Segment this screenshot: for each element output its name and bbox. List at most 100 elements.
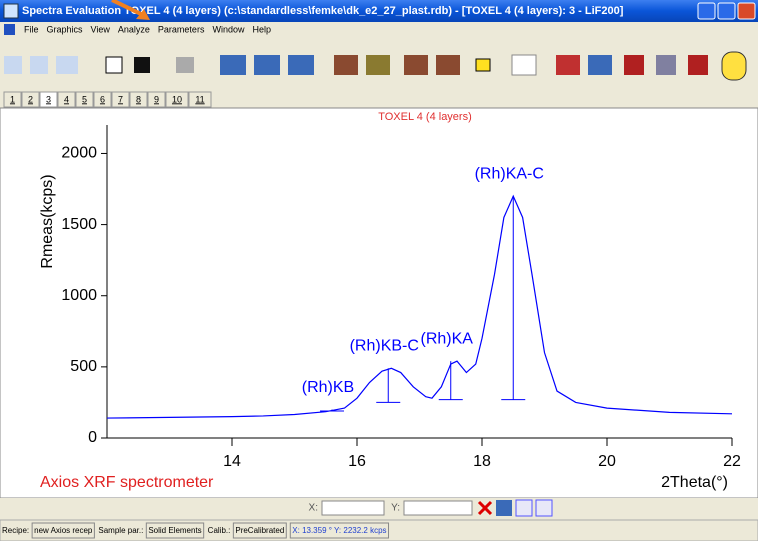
menu-item[interactable]: Window — [212, 24, 245, 34]
tab-label[interactable]: 10 — [172, 94, 182, 104]
menu-bar: File Graphics View Analyze Parameters Window H… — [0, 22, 758, 37]
help-icon[interactable] — [721, 51, 747, 81]
tool-icon[interactable] — [556, 55, 580, 75]
peak-label: (Rh)KB-C — [350, 338, 419, 355]
y-tick-label: 1000 — [61, 287, 97, 304]
tool-icon[interactable] — [288, 55, 314, 75]
tool-icon[interactable] — [656, 55, 676, 75]
x-coord-field[interactable] — [321, 500, 385, 516]
tab[interactable] — [3, 91, 22, 108]
doc-icon — [4, 24, 15, 35]
status-field-box — [289, 522, 390, 539]
status-field-box — [232, 522, 287, 539]
tab[interactable] — [165, 91, 189, 108]
tab[interactable] — [39, 91, 58, 108]
status-label: Recipe: — [2, 526, 29, 535]
status-bar-bg — [0, 519, 758, 541]
tab[interactable] — [188, 91, 212, 108]
tool-icon[interactable] — [475, 58, 491, 72]
tool-icon[interactable] — [436, 55, 460, 75]
status-field: new Axios recep — [34, 526, 93, 535]
status-label: Sample par.: — [98, 526, 143, 535]
minimize-button[interactable] — [697, 2, 716, 20]
menu-item[interactable]: Parameters — [158, 24, 205, 34]
tab-label[interactable]: 3 — [46, 94, 51, 104]
window-title: Spectra Evaluation TOXEL 4 (4 layers) (c… — [22, 5, 624, 17]
tool-icon[interactable] — [254, 55, 280, 75]
table-button[interactable] — [496, 500, 512, 516]
tool-icon[interactable] — [688, 55, 708, 75]
tab[interactable] — [75, 91, 94, 108]
status-bar: Recipe: new Axios recep Sample par.: Solid … — [0, 519, 758, 541]
menu-item[interactable]: Graphics — [47, 24, 84, 34]
x-axis-label: 2Theta(°) — [661, 474, 728, 491]
tool-icon[interactable] — [4, 56, 22, 74]
tab-label[interactable]: 9 — [154, 94, 159, 104]
status-field-box — [31, 522, 95, 539]
tab[interactable] — [21, 91, 40, 108]
tool-icon[interactable] — [56, 56, 78, 74]
peak-label: (Rh)KB — [302, 379, 354, 396]
status-label: Calib.: — [208, 526, 231, 535]
x-tick-label: 16 — [348, 453, 366, 470]
tool-icon[interactable] — [134, 57, 150, 73]
tab-label[interactable]: 5 — [82, 94, 87, 104]
y-tick-label: 2000 — [61, 145, 97, 162]
close-button[interactable] — [737, 2, 756, 20]
chart: TOXEL 4 (4 layers) 0 500 1000 1500 2000 14 16 18… — [39, 111, 741, 491]
tab[interactable] — [93, 91, 112, 108]
chart-title: TOXEL 4 (4 layers) — [378, 111, 472, 123]
tool-icon[interactable] — [404, 55, 428, 75]
tool-icon[interactable] — [366, 55, 390, 75]
maximize-button[interactable] — [717, 2, 736, 20]
peak-label: (Rh)KA-C — [475, 165, 544, 182]
pointer-arrow-head — [136, 9, 150, 20]
tab[interactable] — [111, 91, 130, 108]
x-tick-label: 22 — [723, 453, 741, 470]
tab[interactable] — [57, 91, 76, 108]
tool-icon[interactable] — [105, 56, 123, 74]
status-field: Solid Elements — [148, 526, 201, 535]
y-tick-label: 0 — [88, 429, 97, 446]
tab[interactable] — [129, 91, 148, 108]
menu-item[interactable]: File — [24, 24, 39, 34]
y-coord-field[interactable] — [403, 500, 473, 516]
menu-bg — [0, 22, 758, 37]
y-tick-label: 500 — [70, 358, 97, 375]
tab[interactable] — [147, 91, 166, 108]
tab-label[interactable]: 2 — [28, 94, 33, 104]
clear-button[interactable] — [477, 500, 493, 516]
tab-row: 1 2 3 4 5 6 7 8 9 10 11 — [3, 91, 212, 108]
line-button[interactable] — [535, 499, 553, 517]
tab-label[interactable]: 1 — [10, 94, 15, 104]
tab-label[interactable]: 8 — [136, 94, 141, 104]
menu-item[interactable]: View — [91, 24, 111, 34]
y-axis-label: Rmeas(kcps) — [39, 174, 56, 268]
pointer-arrow — [111, 0, 146, 18]
annotation: Axios XRF spectrometer — [40, 474, 214, 491]
x-tick-label: 18 — [473, 453, 491, 470]
tab-label[interactable]: 11 — [195, 94, 204, 104]
tab-label[interactable]: 4 — [64, 94, 69, 104]
status-field-box — [145, 522, 205, 539]
status-field: X: 13.359 ° Y: 2232.2 kcps — [292, 526, 386, 535]
title-bar — [0, 0, 758, 22]
tab-label[interactable]: 7 — [118, 94, 123, 104]
tool-icon[interactable] — [624, 55, 644, 75]
app-icon — [3, 3, 19, 19]
tool-icon[interactable] — [220, 55, 246, 75]
menu-item[interactable]: Analyze — [118, 24, 150, 34]
tool-icon[interactable] — [176, 57, 194, 73]
tool-icon[interactable] — [30, 56, 48, 74]
tool-icon[interactable] — [334, 55, 358, 75]
font-button[interactable] — [515, 499, 533, 517]
tool-icon[interactable] — [588, 55, 612, 75]
y-coord-label: Y: — [391, 503, 400, 514]
toolbar — [0, 37, 758, 89]
menu-item[interactable]: Help — [252, 24, 271, 34]
x-tick-label: 14 — [223, 453, 241, 470]
tab-label[interactable]: 6 — [100, 94, 105, 104]
tool-icon[interactable] — [511, 54, 537, 76]
x-coord-label: X: — [309, 503, 318, 514]
